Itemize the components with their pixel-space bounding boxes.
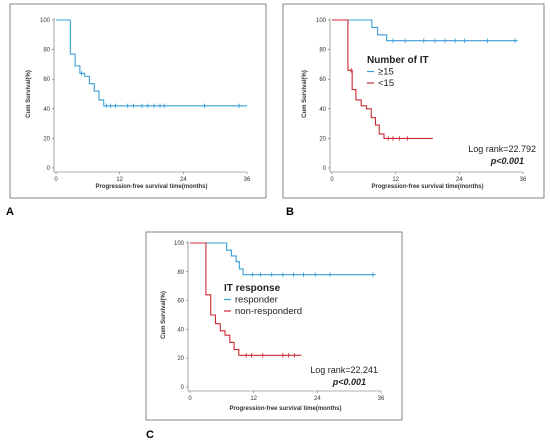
- panel-b-plot: 0 20 40 60 80 100 0 12 24 36 Cum Survival(%) Progre…: [302, 18, 536, 190]
- chart0-ylabel: Cum Survival(%): [26, 70, 32, 118]
- chart1-ytick-label: 100: [316, 18, 327, 24]
- panel-a-plot: 0 20 40 60 80 100 0 12 24 36 Cum Survival(%) Progre…: [26, 18, 251, 190]
- chart2-ytick-label: 40: [177, 327, 184, 333]
- chart0-ytick-label: 0: [47, 166, 51, 172]
- chart1-series-1-line: [332, 19, 433, 139]
- chart1-ytick-label: 20: [319, 136, 326, 142]
- chart2-xtick-label: 24: [314, 396, 321, 402]
- chart2-ytick-label: 0: [181, 385, 185, 391]
- chart2-ytick-label: 100: [174, 241, 185, 247]
- chart1-xtick-label: 0: [330, 177, 334, 183]
- chart1-ylabel: Cum Survival(%): [302, 70, 308, 118]
- chart2-xtick-label: 36: [378, 396, 385, 402]
- chart2-legend-title: IT response: [224, 283, 281, 294]
- chart0-ytick-label: 60: [43, 77, 50, 83]
- chart0-ytick-label: 20: [43, 136, 50, 142]
- chart0-xlabel: Progression-free survival time(months): [95, 184, 207, 190]
- chart0-ytick-label: 100: [40, 18, 51, 24]
- chart1-pvalue: p<0.001: [490, 156, 524, 166]
- chart2-series-0-line: [190, 242, 376, 276]
- chart0-xtick-label: 24: [180, 177, 187, 183]
- chart1-legend-entry: <15: [378, 78, 394, 89]
- chart2-series-1-line: [190, 242, 302, 356]
- chart0-xtick-label: 12: [116, 177, 123, 183]
- panel-a-letter: A: [6, 206, 14, 218]
- chart1-legend-entry: ≥15: [378, 67, 394, 78]
- panel-a: 0 20 40 60 80 100 0 12 24 36 Cum Survival(%) Progre…: [9, 3, 267, 199]
- chart2-ylabel: Cum Survival(%): [161, 291, 167, 339]
- panel-a-frame: [9, 3, 267, 199]
- chart2-legend-entry: non-responderd: [235, 306, 302, 317]
- chart1-logrank: Log rank=22.792: [468, 144, 536, 154]
- chart1-xtick-label: 24: [456, 177, 463, 183]
- chart1-legend-title: Number of IT: [367, 55, 429, 66]
- chart1-ytick-label: 80: [319, 48, 326, 54]
- chart1-ytick-label: 40: [319, 107, 326, 113]
- chart2-xlabel: Progression-free survival time(months): [229, 406, 341, 412]
- chart0-series-0-line: [56, 19, 247, 107]
- chart0-xtick-label: 0: [54, 177, 58, 183]
- chart2-logrank: Log rank=22.241: [310, 365, 378, 375]
- chart2-xtick-label: 12: [250, 396, 257, 402]
- panel-c-plot: 0 20 40 60 80 100 0 12 24 36 Cum Survival(%) Progre…: [161, 241, 385, 412]
- chart2-ytick-label: 20: [177, 356, 184, 362]
- chart2-legend-entry: responder: [235, 295, 278, 306]
- chart0-xtick-label: 36: [244, 177, 251, 183]
- chart1-ytick-label: 0: [323, 166, 327, 172]
- chart1-series-0-line: [332, 19, 518, 42]
- chart2-pvalue: p<0.001: [332, 377, 366, 387]
- chart0-ytick-label: 80: [43, 48, 50, 54]
- panel-c: 0 20 40 60 80 100 0 12 24 36 Cum Survival(%) Progre…: [145, 231, 403, 421]
- chart0-ytick-label: 40: [43, 107, 50, 113]
- panel-b-frame: [282, 3, 545, 199]
- chart2-ytick-label: 80: [177, 270, 184, 276]
- chart1-ytick-label: 60: [319, 77, 326, 83]
- chart1-xtick-label: 12: [392, 177, 399, 183]
- chart2-xtick-label: 0: [188, 396, 192, 402]
- panel-b-letter: B: [286, 206, 294, 218]
- chart1-xtick-label: 36: [520, 177, 527, 183]
- chart2-ytick-label: 60: [177, 299, 184, 305]
- chart1-xlabel: Progression-free survival time(months): [371, 184, 483, 190]
- panel-c-letter: C: [146, 429, 154, 441]
- panel-c-frame: [145, 231, 403, 421]
- panel-b: 0 20 40 60 80 100 0 12 24 36 Cum Survival(%) Progre…: [282, 3, 545, 199]
